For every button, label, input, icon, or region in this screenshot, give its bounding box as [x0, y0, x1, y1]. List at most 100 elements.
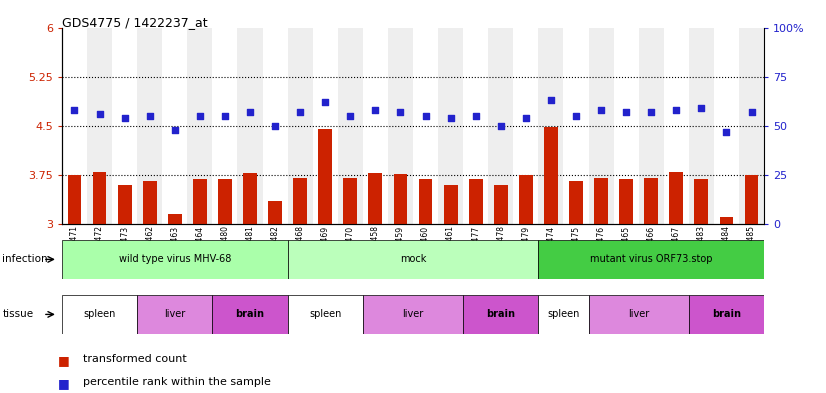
Text: mock: mock	[400, 254, 426, 264]
Bar	[243, 173, 257, 393]
Bar	[87, 28, 112, 224]
Point	[244, 109, 257, 115]
Bar	[287, 28, 313, 224]
Bar	[695, 180, 708, 393]
Point	[394, 109, 407, 115]
Text: tissue: tissue	[2, 309, 34, 320]
Bar	[363, 28, 388, 224]
Bar	[93, 172, 107, 393]
Point	[444, 115, 458, 121]
Bar	[313, 28, 338, 224]
Text: mutant virus ORF73.stop: mutant virus ORF73.stop	[590, 254, 713, 264]
Bar	[714, 28, 739, 224]
Point	[595, 107, 608, 113]
Point	[419, 113, 432, 119]
Bar	[268, 201, 282, 393]
Bar	[112, 28, 137, 224]
Bar	[719, 217, 733, 393]
Bar	[344, 178, 357, 393]
Point	[569, 113, 582, 119]
Bar	[539, 240, 764, 279]
Bar	[137, 28, 162, 224]
Bar	[287, 295, 363, 334]
Bar	[438, 28, 463, 224]
Bar	[263, 28, 287, 224]
Bar	[338, 28, 363, 224]
Bar	[744, 175, 758, 393]
Text: brain: brain	[487, 309, 515, 320]
Bar	[238, 28, 263, 224]
Bar	[614, 28, 638, 224]
Text: spleen: spleen	[83, 309, 116, 320]
Bar	[143, 182, 157, 393]
Bar	[188, 28, 212, 224]
Point	[670, 107, 683, 113]
Point	[745, 109, 758, 115]
Bar	[644, 178, 658, 393]
Point	[620, 109, 633, 115]
Text: ■: ■	[58, 354, 69, 367]
Text: liver: liver	[164, 309, 185, 320]
Bar	[463, 28, 488, 224]
Bar	[193, 180, 206, 393]
Text: spleen: spleen	[548, 309, 580, 320]
Bar	[62, 28, 87, 224]
Point	[118, 115, 131, 121]
Point	[169, 127, 182, 133]
Text: wild type virus MHV-68: wild type virus MHV-68	[119, 254, 231, 264]
Bar	[137, 295, 212, 334]
Bar	[463, 295, 539, 334]
Point	[544, 97, 558, 103]
Bar	[519, 175, 533, 393]
Bar	[62, 295, 137, 334]
Bar	[118, 185, 131, 393]
Bar	[494, 185, 508, 393]
Bar	[689, 28, 714, 224]
Text: liver: liver	[628, 309, 649, 320]
Text: transformed count: transformed count	[83, 354, 187, 364]
Bar	[287, 240, 539, 279]
Text: liver: liver	[402, 309, 424, 320]
Bar	[162, 28, 188, 224]
Bar	[569, 182, 583, 393]
Bar	[689, 295, 764, 334]
Text: infection: infection	[2, 254, 48, 264]
Text: spleen: spleen	[309, 309, 341, 320]
Bar	[62, 240, 287, 279]
Point	[268, 123, 282, 129]
Point	[644, 109, 657, 115]
Point	[293, 109, 306, 115]
Bar	[544, 127, 558, 393]
Bar	[588, 295, 689, 334]
Bar	[393, 174, 407, 393]
Point	[469, 113, 482, 119]
Bar	[664, 28, 689, 224]
Bar	[212, 295, 287, 334]
Point	[520, 115, 533, 121]
Bar	[488, 28, 513, 224]
Point	[494, 123, 507, 129]
Bar	[594, 178, 608, 393]
Bar	[513, 28, 539, 224]
Bar	[212, 28, 238, 224]
Bar	[363, 295, 463, 334]
Text: GDS4775 / 1422237_at: GDS4775 / 1422237_at	[62, 16, 207, 29]
Text: ■: ■	[58, 377, 69, 390]
Bar	[413, 28, 438, 224]
Text: brain: brain	[712, 309, 741, 320]
Bar	[68, 175, 82, 393]
Point	[93, 111, 107, 117]
Point	[68, 107, 81, 113]
Bar	[388, 28, 413, 224]
Bar	[539, 295, 588, 334]
Bar	[318, 129, 332, 393]
Text: brain: brain	[235, 309, 264, 320]
Point	[143, 113, 156, 119]
Point	[719, 129, 733, 135]
Bar	[563, 28, 588, 224]
Bar	[368, 173, 382, 393]
Point	[319, 99, 332, 105]
Text: percentile rank within the sample: percentile rank within the sample	[83, 377, 270, 387]
Bar	[739, 28, 764, 224]
Bar	[168, 214, 182, 393]
